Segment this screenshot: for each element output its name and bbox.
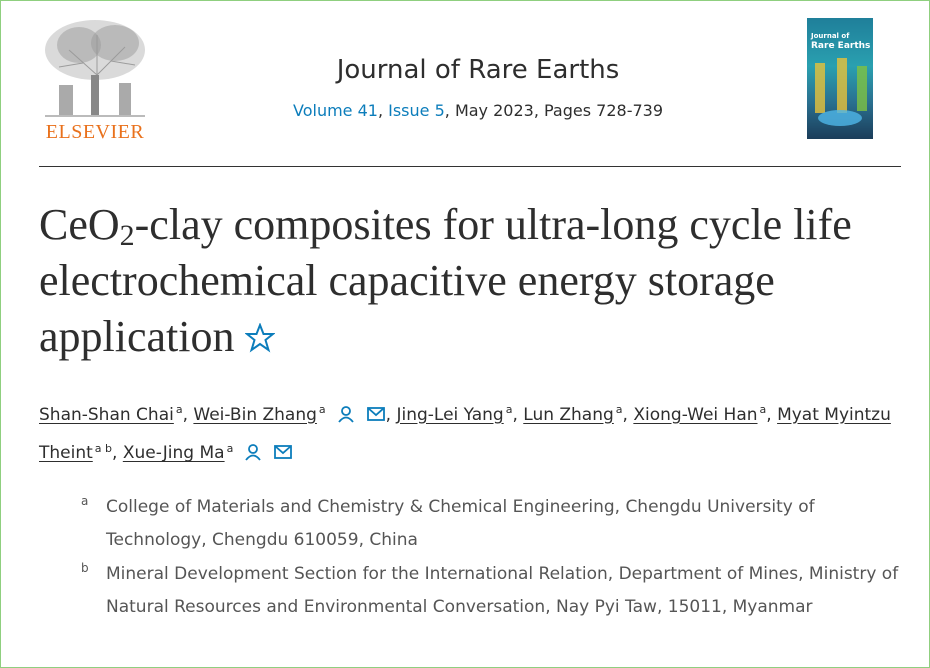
separator: ,	[182, 404, 188, 425]
separator: ,	[112, 443, 118, 464]
author-name[interactable]: Jing-Lei Yang	[396, 404, 504, 425]
affiliation-text: College of Materials and Chemistry & Che…	[106, 497, 815, 550]
affiliation-mark[interactable]: a	[175, 403, 183, 416]
journal-title[interactable]: Journal of Rare Earths	[336, 55, 620, 85]
author-affiliation-marks: a	[760, 403, 767, 416]
author-affiliation-marks: a	[319, 403, 326, 416]
author-name[interactable]: Xue-Jing Ma	[122, 443, 225, 464]
separator: ,	[385, 404, 392, 425]
author: Lun Zhang a,	[523, 403, 633, 425]
author-affiliation-marks: a	[506, 403, 513, 416]
mail-icon[interactable]	[366, 404, 386, 424]
affiliation-mark[interactable]: a	[505, 403, 513, 416]
affiliation-mark[interactable]: a	[759, 403, 767, 416]
author: Jing-Lei Yang a,	[396, 403, 523, 425]
affiliation-mark[interactable]: a	[226, 441, 234, 455]
author-affiliation-marks: a	[176, 403, 183, 416]
divider	[39, 166, 901, 167]
article-title: CeO2-clay composites for ultra-long cycl…	[39, 197, 869, 365]
author: Wei-Bin Zhang a,	[193, 403, 396, 425]
citation-link[interactable]: Issue 5	[388, 101, 445, 120]
author: Xue-Jing Ma a	[122, 442, 294, 464]
person-icon[interactable]	[336, 404, 356, 424]
author-list: Shan-Shan Chai a, Wei-Bin Zhang a, Jing-Le…	[39, 393, 901, 470]
separator: ,	[512, 404, 518, 425]
journal-cover[interactable]: Journal of Rare Earths	[807, 18, 873, 139]
author-affiliation-marks: a	[227, 442, 234, 455]
affiliation-list: a College of Materials and Chemistry & Ch…	[79, 491, 899, 625]
affiliation-mark[interactable]: a	[615, 403, 623, 416]
affiliation-text: Mineral Development Section for the Inte…	[106, 564, 899, 617]
author: Xiong-Wei Han a,	[633, 403, 777, 425]
star-icon[interactable]	[244, 323, 275, 353]
author: Shan-Shan Chai a,	[39, 403, 193, 425]
separator: ,	[622, 404, 628, 425]
citation-text: ,	[377, 101, 389, 120]
author-name[interactable]: Lun Zhang	[523, 404, 614, 425]
affiliation-label: a	[81, 494, 89, 508]
author-affiliation-marks: a b	[95, 442, 112, 455]
author-name[interactable]: Wei-Bin Zhang	[193, 404, 317, 425]
affiliation-label: b	[81, 561, 89, 575]
cover-text: Journal of	[811, 32, 850, 40]
affiliation-mark[interactable]: a	[94, 441, 102, 455]
author-name[interactable]: Xiong-Wei Han	[633, 404, 758, 425]
affiliation-mark[interactable]: a	[318, 403, 326, 416]
title-text: -clay composites for ultra-long cycle li…	[39, 200, 852, 361]
separator: ,	[766, 404, 772, 425]
person-icon[interactable]	[243, 442, 263, 462]
mail-icon[interactable]	[273, 442, 293, 462]
cover-text: Rare Earths	[811, 41, 871, 51]
title-text: CeO	[39, 200, 120, 249]
citation-link[interactable]: Volume 41	[293, 101, 378, 120]
affiliation: a College of Materials and Chemistry & Ch…	[79, 491, 899, 557]
author-affiliation-marks: a	[616, 403, 623, 416]
citation-text: , May 2023, Pages 728-739	[444, 101, 663, 120]
affiliation: b Mineral Development Section for the Int…	[79, 558, 899, 624]
publisher-logo	[39, 15, 151, 121]
author: Myat Myintzu Theint a b,	[39, 405, 891, 464]
title-subscript: 2	[119, 219, 135, 252]
cover-art	[815, 58, 867, 126]
citation: Volume 41, Issue 5, May 2023, Pages 728-…	[251, 101, 705, 120]
publisher-name: ELSEVIER	[45, 121, 145, 143]
affiliation-mark[interactable]: b	[105, 441, 113, 455]
author-name[interactable]: Shan-Shan Chai	[39, 404, 174, 425]
author-name[interactable]: Myat Myintzu Theint	[39, 404, 891, 464]
